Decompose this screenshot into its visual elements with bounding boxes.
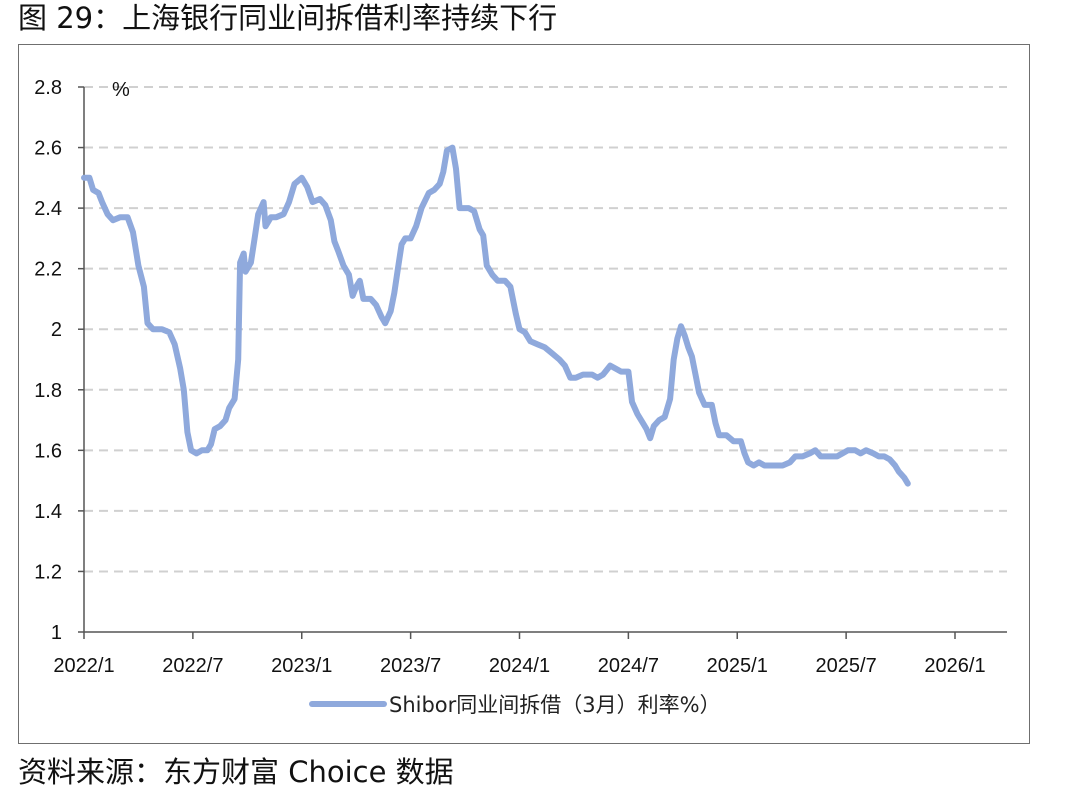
figure-title: 图 29：上海银行同业间拆借利率持续下行 — [18, 1, 558, 35]
x-tick-label: 2025/1 — [707, 655, 768, 677]
y-tick-label: 1.8 — [34, 380, 62, 402]
series-line — [81, 144, 911, 487]
x-tick-label: 2023/1 — [271, 655, 332, 677]
y-tick-label: 2.8 — [34, 77, 62, 99]
y-tick-label: 2 — [51, 319, 62, 341]
y-unit-label: % — [112, 79, 130, 101]
y-tick-labels: 1 1.2 1.4 1.6 1.8 2 2.2 2.4 2.6 2.8 — [34, 77, 62, 644]
x-tick-label: 2025/7 — [816, 655, 877, 677]
x-tick-label: 2023/7 — [380, 655, 441, 677]
x-tick-label: 2026/1 — [924, 655, 985, 677]
y-tick-label: 2.4 — [34, 198, 62, 220]
x-tick-label: 2022/1 — [53, 655, 114, 677]
y-tick-label: 1.4 — [34, 501, 62, 523]
x-tick-label: 2024/7 — [598, 655, 659, 677]
y-tick-label: 1.6 — [34, 440, 62, 462]
grid-lines — [78, 86, 1007, 639]
y-tick-label: 1.2 — [34, 561, 62, 583]
x-tick-label: 2022/7 — [162, 655, 223, 677]
x-tick-label: 2024/1 — [489, 655, 550, 677]
legend: Shibor同业间拆借（3月）利率%） — [309, 693, 721, 717]
legend-label: Shibor同业间拆借（3月）利率%） — [389, 693, 721, 717]
x-tick-labels: 2022/1 2022/7 2023/1 2023/7 2024/1 2024/7 2025… — [53, 655, 985, 677]
series-layer — [81, 144, 911, 487]
y-tick-label: 2.6 — [34, 138, 62, 160]
y-tick-label: 1 — [51, 622, 62, 644]
chart-frame — [18, 44, 1030, 744]
y-tick-label: 2.2 — [34, 259, 62, 281]
source-note: 资料来源：东方财富 Choice 数据 — [18, 755, 454, 789]
axes — [83, 87, 1007, 633]
